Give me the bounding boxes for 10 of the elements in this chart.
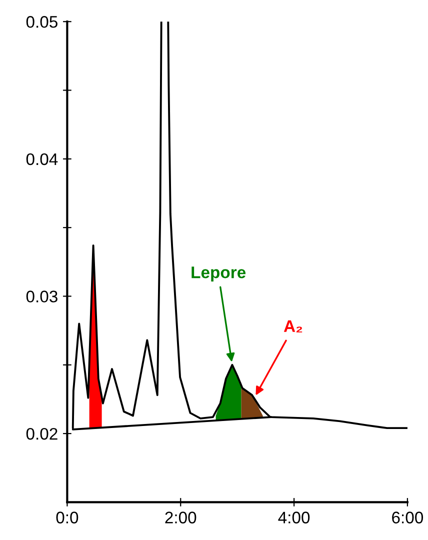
y-tick-label: 0.05 [26, 16, 58, 28]
y-tick-label: 0.04 [26, 153, 58, 166]
x-tick-label: 4:00 [278, 512, 310, 524]
x-tick-label: 0:0 [56, 512, 78, 524]
x-tick-label: 2:00 [165, 512, 196, 524]
x-tick-label: 6:00 [392, 512, 424, 524]
y-tick-label: 0.02 [26, 428, 58, 440]
y-tick-label: 0.03 [26, 290, 58, 302]
annotation: A₂ [284, 320, 302, 332]
annotation: Lepore [192, 266, 246, 282]
